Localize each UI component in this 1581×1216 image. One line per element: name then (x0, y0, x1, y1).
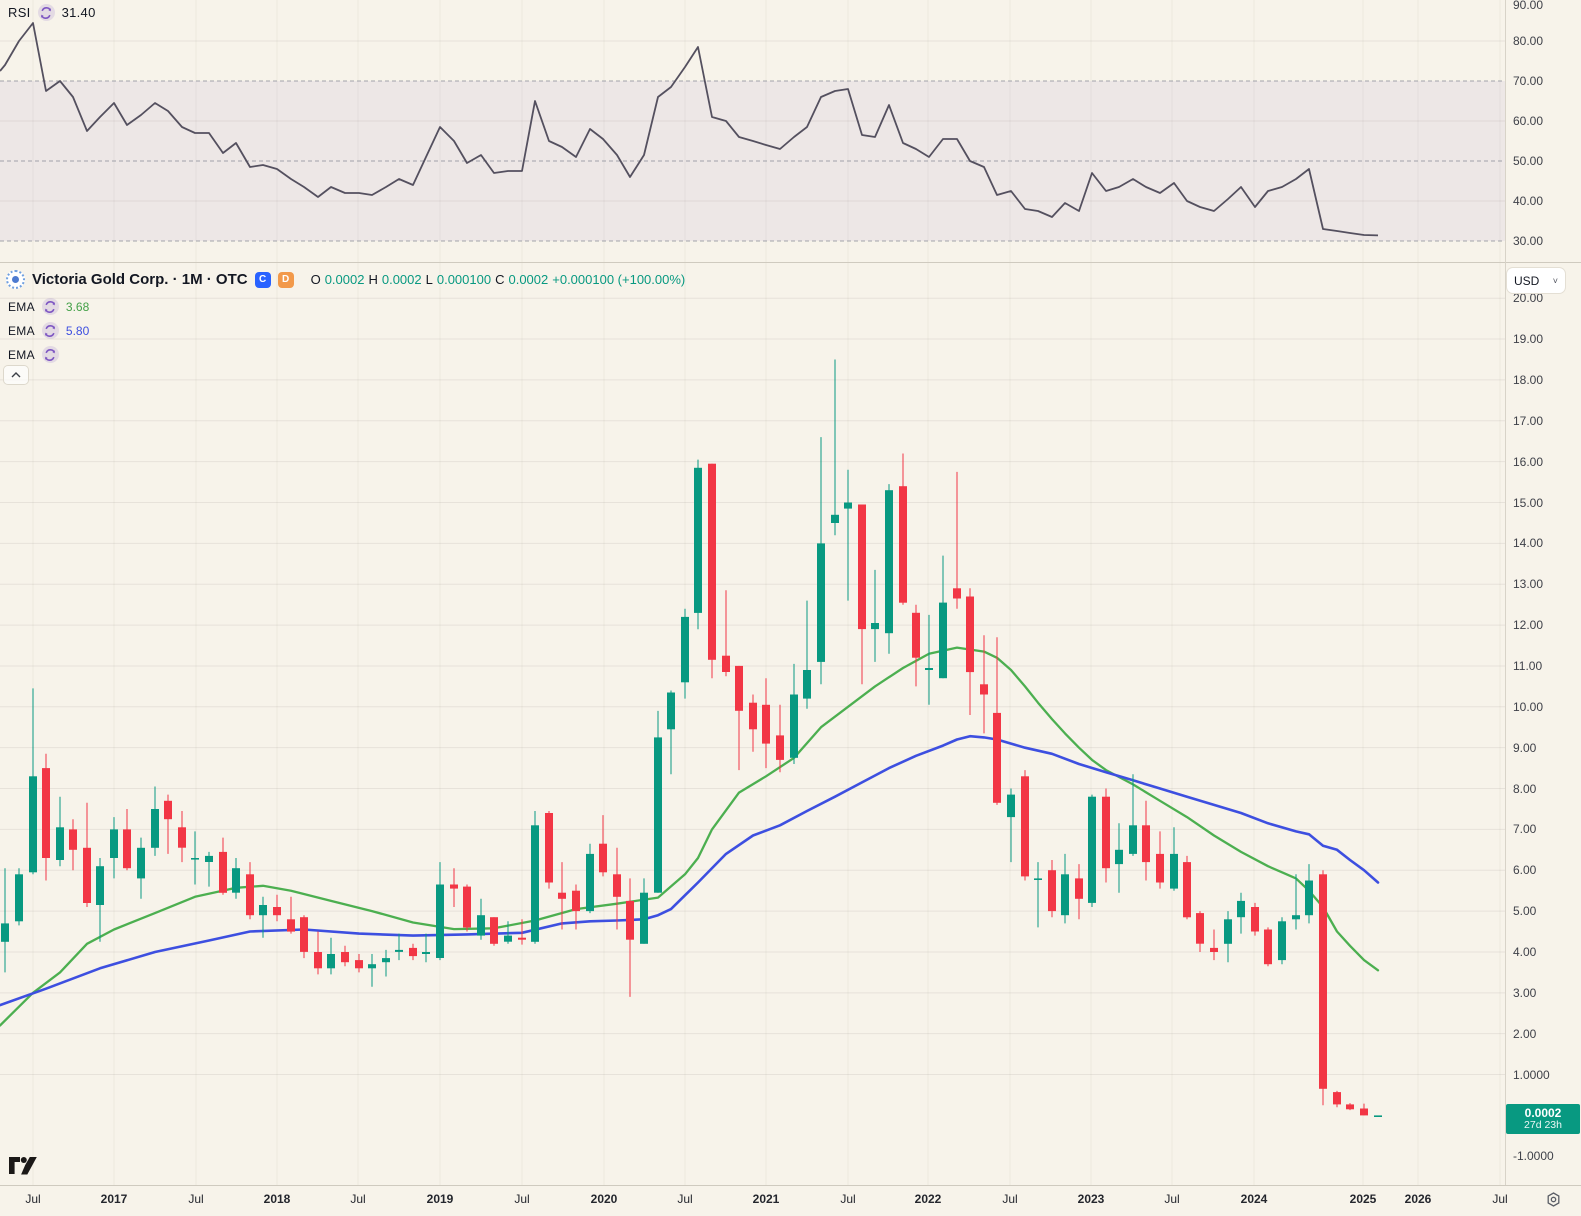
price-tick: 16.00 (1513, 455, 1544, 469)
tradingview-logo[interactable] (8, 1156, 38, 1181)
price-tick: 1.0000 (1513, 1068, 1550, 1082)
rsi-tick: 60.00 (1513, 114, 1544, 128)
collapse-pane-button[interactable] (4, 366, 28, 384)
chevron-up-icon (11, 372, 21, 378)
loading-spinner-icon (41, 298, 59, 315)
dividends-badge[interactable]: D (277, 271, 294, 288)
rsi-tick: 80.00 (1513, 34, 1544, 48)
currency-select[interactable]: USD ˅ (1507, 268, 1565, 293)
price-axis-separator (1505, 0, 1506, 1185)
symbol-legend[interactable]: Victoria Gold Corp. · 1M · OTC C D O 0.0… (6, 270, 685, 289)
loading-spinner-icon (41, 346, 59, 363)
currency-label: USD (1514, 273, 1540, 288)
time-tick: Jul (514, 1192, 530, 1206)
price-tick: -1.0000 (1513, 1149, 1554, 1163)
time-tick: Jul (350, 1192, 366, 1206)
ema3-label: EMA (8, 347, 35, 362)
change-value: +0.000100 (+100.00%) (552, 272, 686, 287)
ema2-value: 5.80 (65, 323, 90, 338)
price-tick: 3.00 (1513, 986, 1537, 1000)
ema-legend-2[interactable]: EMA 5.80 (8, 322, 89, 339)
time-tick: 2023 (1077, 1192, 1105, 1206)
rsi-tick: 50.00 (1513, 154, 1544, 168)
price-tick: 9.00 (1513, 741, 1537, 755)
ema1-label: EMA (8, 299, 35, 314)
high-key: H (368, 272, 378, 287)
price-tick: 6.00 (1513, 863, 1537, 877)
low-value: 0.000100 (436, 272, 492, 287)
loading-spinner-icon (41, 322, 59, 339)
time-tick: 2020 (590, 1192, 618, 1206)
rsi-tick: 30.00 (1513, 234, 1544, 248)
change-candle-badge[interactable]: C (254, 271, 271, 288)
price-tick: 14.00 (1513, 536, 1544, 550)
loading-spinner-icon (37, 4, 55, 21)
price-tick: 13.00 (1513, 577, 1544, 591)
price-tick: 12.00 (1513, 618, 1544, 632)
rsi-tick: 90.00 (1513, 0, 1544, 12)
price-tick: 2.00 (1513, 1027, 1537, 1041)
close-key: C (495, 272, 505, 287)
time-tick: Jul (1164, 1192, 1180, 1206)
time-tick: 2026 (1404, 1192, 1432, 1206)
symbol-title[interactable]: Victoria Gold Corp. · 1M · OTC (32, 271, 248, 288)
high-value: 0.0002 (381, 272, 422, 287)
price-tick: 7.00 (1513, 822, 1537, 836)
price-tick: 4.00 (1513, 945, 1537, 959)
time-tick: 2018 (263, 1192, 291, 1206)
time-tick: Jul (1002, 1192, 1018, 1206)
time-tick: Jul (188, 1192, 204, 1206)
open-key: O (310, 272, 321, 287)
open-value: 0.0002 (324, 272, 365, 287)
symbol-logo-icon (6, 270, 25, 289)
time-tick: 2019 (426, 1192, 454, 1206)
price-tick: 15.00 (1513, 496, 1544, 510)
time-tick: 2022 (914, 1192, 942, 1206)
rsi-tick: 70.00 (1513, 74, 1544, 88)
ema-legend-3[interactable]: EMA (8, 346, 59, 363)
current-price-badge: 0.0002 27d 23h (1506, 1104, 1580, 1134)
close-value: 0.0002 (508, 272, 549, 287)
time-tick: Jul (677, 1192, 693, 1206)
rsi-legend[interactable]: RSI 31.40 (8, 4, 96, 21)
time-tick: 2024 (1240, 1192, 1268, 1206)
price-tick: 19.00 (1513, 332, 1544, 346)
price-tick: 20.00 (1513, 291, 1544, 305)
low-key: L (425, 272, 433, 287)
ohlc-readout: O 0.0002 H 0.0002 L 0.000100 C 0.0002 +0… (311, 272, 686, 287)
bar-countdown: 27d 23h (1524, 1118, 1562, 1131)
time-tick: 2025 (1349, 1192, 1377, 1206)
rsi-tick: 40.00 (1513, 194, 1544, 208)
time-tick: Jul (25, 1192, 41, 1206)
gear-icon[interactable] (1546, 1192, 1561, 1212)
price-tick: 17.00 (1513, 414, 1544, 428)
time-tick: 2017 (100, 1192, 128, 1206)
time-axis-separator (0, 1185, 1581, 1186)
price-tick: 8.00 (1513, 782, 1537, 796)
time-tick: 2021 (752, 1192, 780, 1206)
time-tick: Jul (1492, 1192, 1508, 1206)
time-tick: Jul (840, 1192, 856, 1206)
price-tick: 5.00 (1513, 904, 1537, 918)
price-tick: 11.00 (1513, 659, 1543, 673)
rsi-value: 31.40 (61, 5, 96, 20)
ema-legend-1[interactable]: EMA 3.68 (8, 298, 89, 315)
price-tick: 10.00 (1513, 700, 1544, 714)
price-tick: 18.00 (1513, 373, 1544, 387)
rsi-label: RSI (8, 5, 31, 20)
current-price: 0.0002 (1524, 1105, 1562, 1120)
ema2-label: EMA (8, 323, 35, 338)
pane-separator[interactable] (0, 262, 1581, 263)
ema1-value: 3.68 (65, 299, 90, 314)
chevron-down-icon: ˅ (1552, 275, 1558, 286)
